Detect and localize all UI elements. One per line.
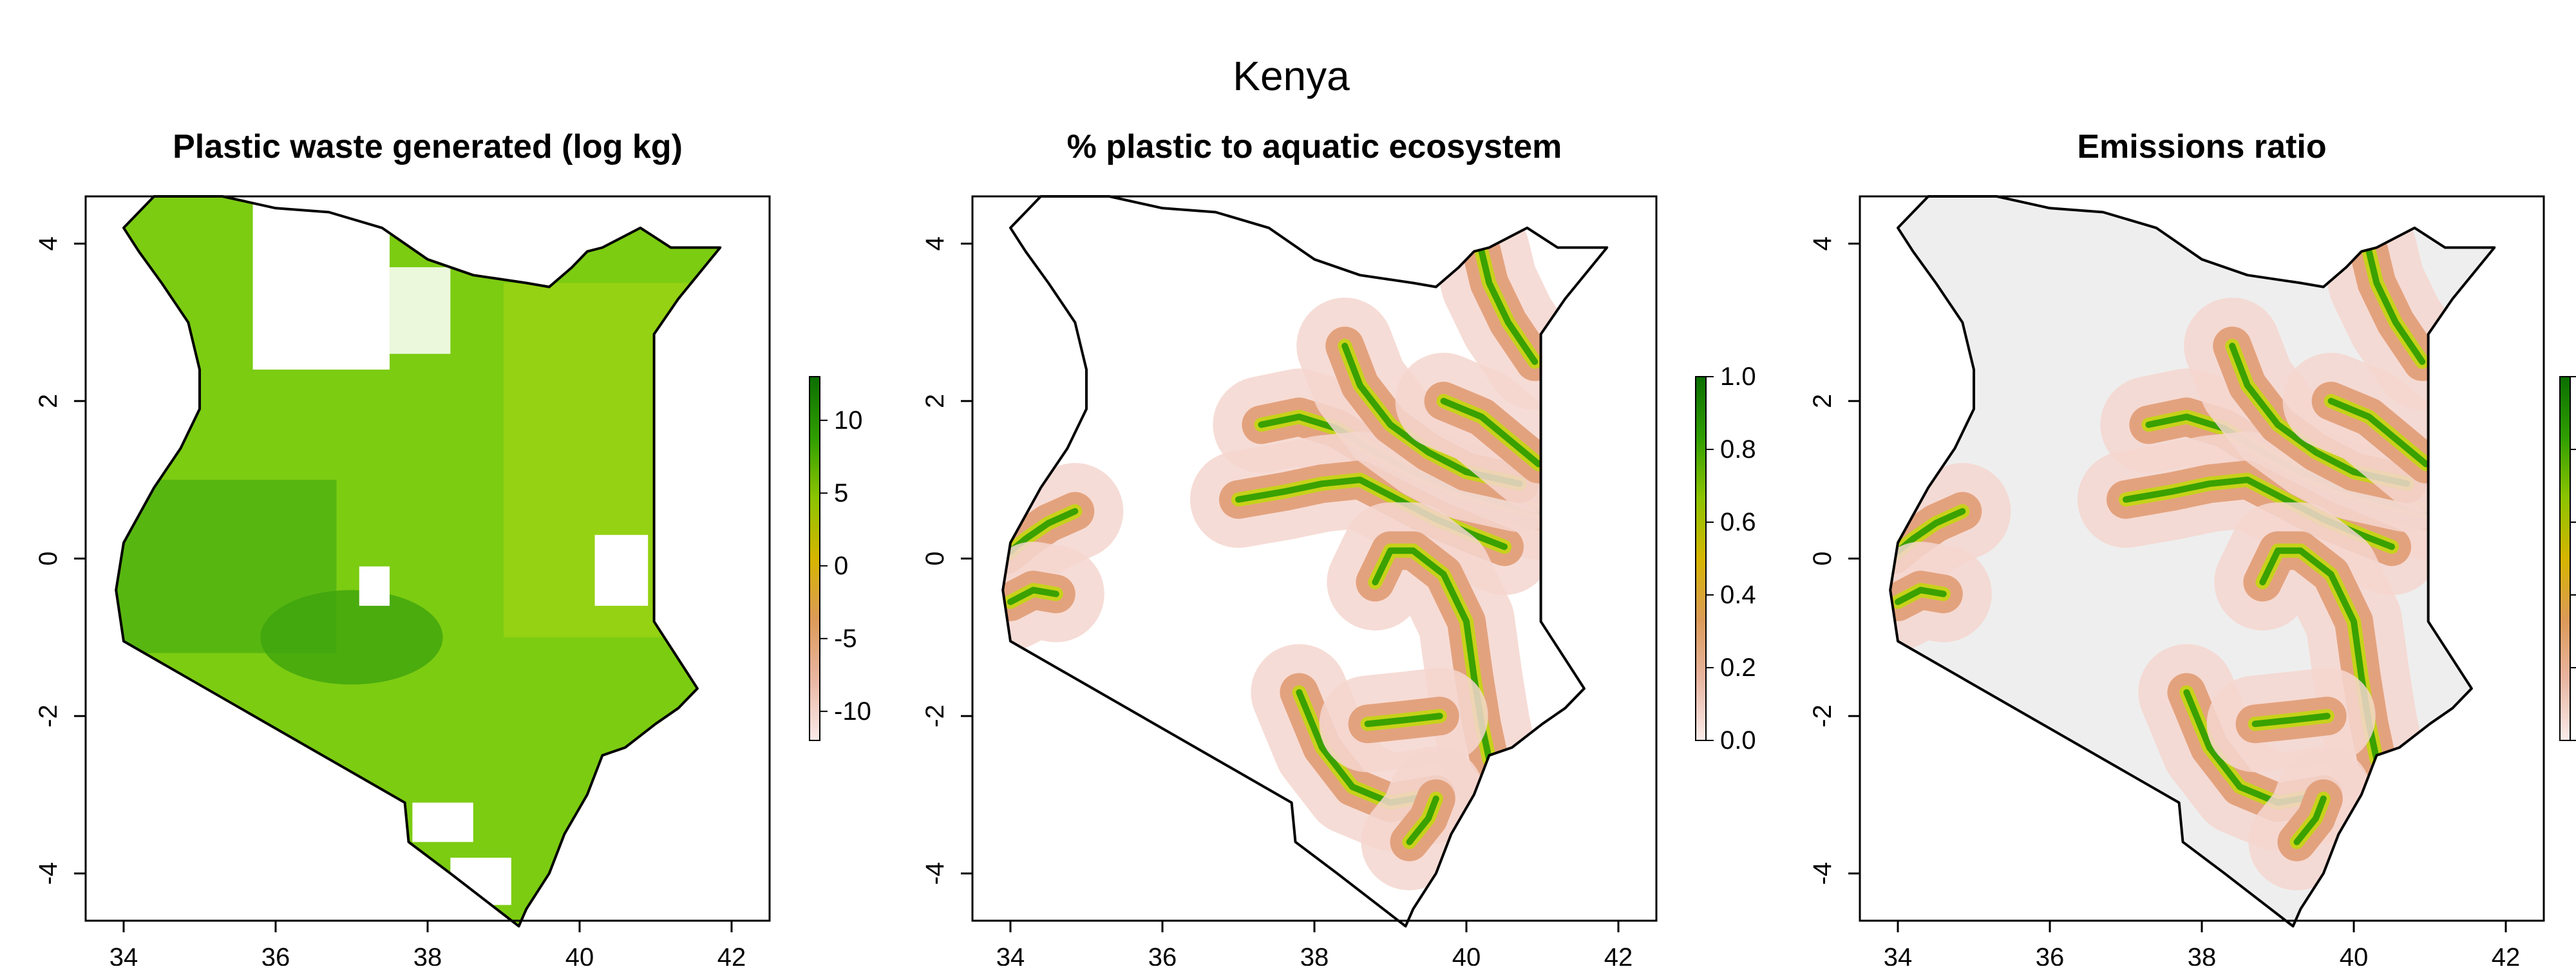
x-tick-label: 36 xyxy=(261,943,290,966)
figure-title: Kenya xyxy=(1233,53,1350,99)
x-tick-label: 38 xyxy=(1300,943,1329,966)
legend-tick-label: -5 xyxy=(834,625,857,653)
panel-title: Emissions ratio xyxy=(2077,128,2326,165)
river-line xyxy=(2293,795,2327,845)
river-line xyxy=(2251,713,2331,728)
legend-tick-label: 10 xyxy=(834,406,863,435)
y-tick-label: -2 xyxy=(921,704,949,728)
x-tick-label: 34 xyxy=(996,943,1025,966)
panel-3: Emissions ratio 34 36 38 40 42 -4 -2 0 2 4 0.00.20.… xyxy=(1808,128,2576,969)
x-tick-label: 34 xyxy=(109,943,138,966)
legend-colorbar: 0.0 0.2 0.4 0.6 0.8 1.0 xyxy=(1695,362,1756,755)
map-fill xyxy=(1003,203,1587,890)
panel-title: Plastic waste generated (log kg) xyxy=(173,128,683,165)
river-line xyxy=(2365,248,2426,365)
country-outline xyxy=(115,195,722,928)
x-tick-label: 36 xyxy=(2036,943,2065,966)
x-tick-label: 38 xyxy=(413,943,442,966)
legend-tick-label: 0.4 xyxy=(1720,581,1756,609)
panel-1: Plastic waste generated (log kg)34 36 38 40… xyxy=(34,128,871,969)
x-tick-label: 40 xyxy=(2340,943,2369,966)
legend-bar xyxy=(2559,376,2571,741)
y-tick-label: -4 xyxy=(921,862,949,885)
river-line xyxy=(1895,587,1947,605)
river-line xyxy=(1364,713,1443,728)
y-tick-label: 4 xyxy=(1808,236,1837,250)
map-fill xyxy=(116,196,721,927)
river-line xyxy=(1007,587,1059,605)
legend-tick-label: 1.0 xyxy=(1720,362,1756,391)
y-tick-label: -4 xyxy=(34,862,62,885)
country-outline xyxy=(1889,195,2496,928)
river-line xyxy=(1478,248,1539,365)
x-tick-label: 40 xyxy=(565,943,594,966)
waste-empty-region xyxy=(359,566,390,606)
legend-colorbar: -10 -5 0 5 10 xyxy=(809,376,871,741)
waste-empty-region xyxy=(594,534,649,606)
x-tick-label: 42 xyxy=(717,943,746,966)
y-tick-label: 4 xyxy=(921,236,949,250)
x-tick-label: 42 xyxy=(2492,943,2521,966)
legend-colorbar: 0.00.20.40.60.81.0 xyxy=(2559,376,2576,741)
y-tick-label: 0 xyxy=(34,551,62,565)
river-line xyxy=(2327,397,2430,467)
panel-title: % plastic to aquatic ecosystem xyxy=(1067,128,1562,165)
x-tick-label: 34 xyxy=(1884,943,1913,966)
river-line xyxy=(1440,397,1542,467)
legend-tick-label: 5 xyxy=(834,479,848,507)
river-line xyxy=(1406,795,1439,845)
legend-tick-label: 0.0 xyxy=(1720,726,1756,755)
y-tick-label: 4 xyxy=(34,236,62,250)
y-tick-label: -2 xyxy=(34,704,62,728)
legend-tick-label: 0.8 xyxy=(1720,435,1756,464)
country-outline xyxy=(1001,195,1609,928)
waste-empty-region xyxy=(412,802,473,842)
x-tick-label: 38 xyxy=(2188,943,2217,966)
waste-empty-region xyxy=(366,267,451,354)
legend-bar xyxy=(809,376,820,741)
map-fill xyxy=(1890,196,2495,927)
y-tick-label: -4 xyxy=(1808,862,1837,885)
legend-tick-label: -10 xyxy=(834,697,871,726)
y-tick-label: 2 xyxy=(34,394,62,408)
y-tick-label: 0 xyxy=(1808,551,1837,565)
y-tick-label: 0 xyxy=(921,551,949,565)
x-tick-label: 40 xyxy=(1452,943,1481,966)
x-tick-label: 42 xyxy=(1604,943,1633,966)
legend-tick-label: 0.2 xyxy=(1720,654,1756,682)
legend-tick-label: 0.6 xyxy=(1720,508,1756,536)
legend-bar xyxy=(1695,376,1707,741)
waste-high-region xyxy=(260,590,443,685)
legend-tick-label: 0 xyxy=(834,552,848,580)
x-tick-label: 36 xyxy=(1148,943,1177,966)
y-tick-label: -2 xyxy=(1808,704,1837,728)
y-tick-label: 2 xyxy=(921,394,949,408)
y-tick-label: 2 xyxy=(1808,394,1837,408)
